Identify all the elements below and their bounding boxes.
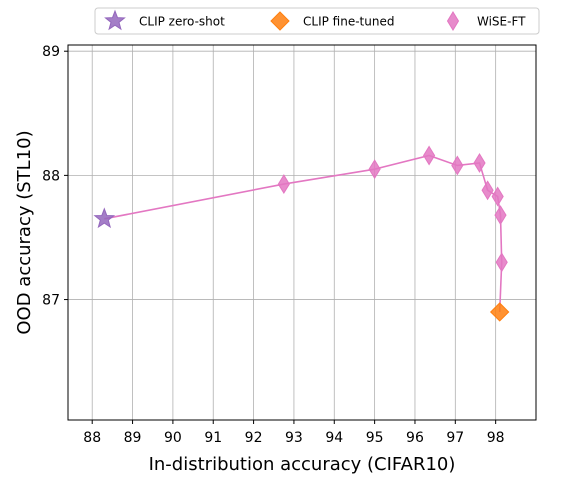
y-tick-label: 88	[42, 168, 60, 184]
wise-ft-point	[368, 159, 381, 180]
x-tick-label: 96	[406, 430, 424, 446]
clip-zero-shot-point	[93, 207, 116, 229]
x-tick-label: 88	[83, 430, 101, 446]
wise-ft-point	[451, 155, 464, 176]
x-tick-label: 95	[366, 430, 384, 446]
legend-marker-clip-fine-tuned	[270, 11, 290, 31]
wise-ft-point	[277, 174, 290, 195]
x-tick-label: 97	[446, 430, 464, 446]
series-layer	[93, 145, 510, 322]
legend-box	[94, 7, 540, 35]
x-tick-label: 89	[124, 430, 142, 446]
plot-frame	[67, 44, 537, 421]
x-axis-label: In-distribution accuracy (CIFAR10)	[149, 454, 456, 475]
wise-ft-line	[104, 154, 503, 313]
x-tick-label: 91	[204, 430, 222, 446]
legend-label-clip-zero-shot: CLIP zero-shot	[139, 15, 225, 29]
x-tick-label: 93	[285, 430, 303, 446]
wise-ft-point	[481, 180, 494, 201]
y-axis-ticks: 87 88 89	[42, 44, 68, 309]
gridlines	[68, 45, 536, 420]
legend-label-clip-fine-tuned: CLIP fine-tuned	[303, 15, 394, 29]
y-axis-label: OOD accuracy (STL10)	[14, 130, 35, 334]
wise-ft-point	[491, 186, 504, 207]
wise-ft-point	[473, 153, 486, 173]
legend: CLIP zero-shot CLIP fine-tuned WiSE-FT	[94, 7, 540, 35]
y-tick-label: 87	[42, 293, 60, 309]
x-tick-label: 92	[245, 430, 263, 446]
x-tick-label: 90	[164, 430, 182, 446]
wise-ft-point	[423, 145, 436, 166]
legend-label-wise-ft: WiSE-FT	[477, 15, 526, 29]
y-tick-label: 89	[42, 44, 60, 60]
x-axis-ticks: 88 89 90 91 92 93 94 95 96 97 98	[83, 420, 505, 446]
legend-marker-wise-ft	[446, 11, 460, 31]
wise-ft-point	[494, 205, 507, 226]
x-tick-label: 98	[487, 430, 505, 446]
x-tick-label: 94	[325, 430, 343, 446]
legend-marker-clip-zero-shot	[104, 9, 126, 31]
clip-fine-tuned-point	[489, 302, 510, 322]
wise-ft-point	[495, 252, 508, 273]
